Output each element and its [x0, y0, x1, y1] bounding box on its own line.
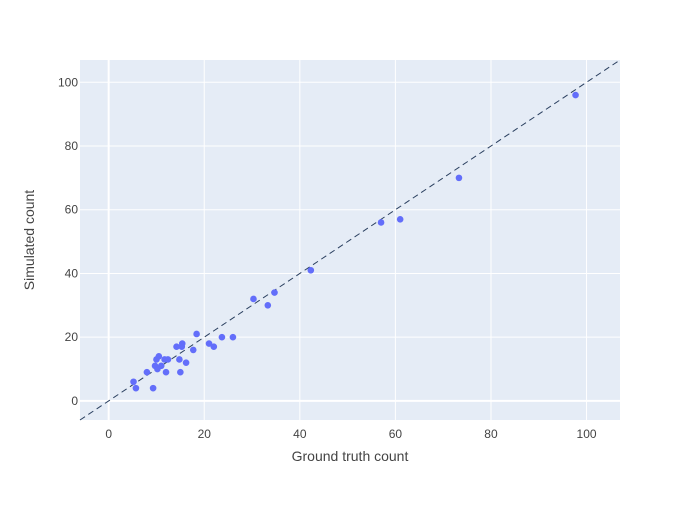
data-point[interactable]: [396, 215, 404, 223]
data-point[interactable]: [193, 330, 200, 338]
data-point[interactable]: [229, 333, 237, 341]
y-tick-labels: 0 20 40 60 80 100: [58, 75, 78, 408]
y-axis-title: Simulated count: [21, 190, 37, 291]
data-point[interactable]: [173, 343, 180, 351]
data-point[interactable]: [149, 384, 157, 392]
y-tick-label: 80: [65, 139, 79, 153]
x-axis-title: Ground truth count: [292, 448, 409, 464]
reference-line: [79, 59, 621, 421]
reference-line-group: [79, 59, 621, 421]
data-point[interactable]: [218, 333, 226, 341]
grid-lines: [80, 60, 620, 420]
x-tick-label: 80: [484, 427, 498, 441]
data-point[interactable]: [455, 174, 463, 182]
data-point[interactable]: [210, 343, 218, 351]
data-point[interactable]: [130, 378, 137, 386]
data-point[interactable]: [162, 368, 170, 376]
data-point[interactable]: [182, 359, 190, 366]
y-tick-label: 0: [71, 394, 78, 408]
data-point[interactable]: [377, 219, 385, 226]
data-point[interactable]: [164, 356, 172, 363]
y-tick-label: 60: [65, 203, 79, 217]
zero-lines: [80, 60, 620, 420]
data-point[interactable]: [307, 266, 315, 274]
x-tick-labels: 0 20 40 60 80 100: [105, 427, 597, 441]
data-point[interactable]: [132, 384, 140, 392]
data-point[interactable]: [157, 362, 165, 370]
data-point[interactable]: [178, 340, 186, 347]
x-tick-label: 100: [577, 427, 597, 441]
x-tick-label: 40: [293, 427, 307, 441]
data-point[interactable]: [177, 368, 184, 376]
data-point[interactable]: [250, 295, 257, 303]
data-point[interactable]: [205, 340, 213, 347]
y-tick-label: 20: [65, 330, 79, 344]
x-tick-label: 60: [389, 427, 403, 441]
data-point[interactable]: [176, 356, 183, 363]
x-tick-label: 0: [105, 427, 112, 441]
data-point[interactable]: [143, 368, 151, 376]
data-point[interactable]: [271, 289, 278, 296]
data-point[interactable]: [572, 91, 579, 99]
data-point[interactable]: [155, 352, 163, 360]
y-tick-label: 100: [58, 75, 78, 89]
data-point[interactable]: [264, 302, 272, 309]
data-point[interactable]: [189, 346, 197, 354]
y-tick-label: 40: [65, 266, 79, 280]
x-tick-label: 20: [198, 427, 212, 441]
data-points: [130, 91, 579, 392]
